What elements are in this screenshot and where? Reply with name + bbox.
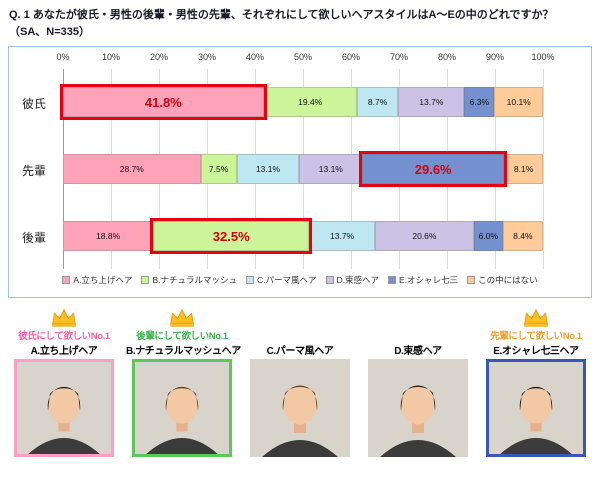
legend: A.立ち上げヘア B.ナチュラルマッシュ C.パーマ風ヘア D.束感ヘア E.オシャレ七… (9, 274, 591, 286)
crown-icon (126, 306, 238, 328)
bar-segment: 8.4% (502, 221, 543, 252)
x-tick: 30% (197, 52, 217, 63)
legend-swatch-icon (325, 276, 334, 285)
hairstyle-name: C.パーマ風ヘア (266, 346, 334, 358)
bar-segment: 13.1% (299, 154, 363, 185)
hairstyle-name: A.立ち上げヘア (30, 346, 98, 358)
legend-swatch-icon (388, 276, 397, 285)
stacked-bar-row: 28.7% 7.5% 13.1% 13.1% 29.6% 8.1% (63, 151, 543, 188)
hairstyle-photo (14, 359, 114, 458)
crown-slot-empty (244, 306, 356, 328)
bar-segment: 8.1% (504, 154, 543, 185)
legend-item: D.束感ヘア (325, 274, 380, 286)
legend-label: E.オシャレ七三 (399, 275, 459, 286)
category-label: 後輩 (21, 231, 46, 246)
legend-swatch-icon (141, 276, 150, 285)
hairstyle-card: 彼氏にして欲しいNo.1 A.立ち上げヘア (8, 306, 120, 458)
x-tick: 10% (101, 52, 121, 63)
x-tick: 0% (56, 52, 70, 63)
bar-segment: 19.4% (263, 87, 357, 118)
x-tick: 20% (149, 52, 169, 63)
legend-swatch-icon (246, 276, 254, 285)
bar-segment: 6.3% (464, 87, 495, 118)
bar-segment: 32.5% (150, 218, 313, 255)
legend-item: この中にはない (467, 274, 538, 286)
hairstyle-name: E.オシャレ七三ヘア (493, 346, 579, 358)
x-tick: 60% (341, 52, 361, 63)
gridline (543, 69, 544, 270)
hairstyle-photo (486, 359, 586, 458)
hairstyle-photo (132, 359, 232, 458)
legend-label: A.立ち上げヘア (73, 275, 133, 286)
bar-segment: 13.7% (398, 87, 465, 118)
stacked-bar-row: 18.8% 32.5% 13.7% 20.6% 6.0% 8.4% (63, 218, 543, 255)
x-tick: 40% (245, 52, 265, 63)
x-tick: 100% (531, 52, 555, 63)
legend-label: D.束感ヘア (336, 275, 380, 286)
bar-segment: 20.6% (374, 221, 474, 252)
crown-slot-empty (362, 306, 474, 328)
hairstyle-card: 後輩にして欲しいNo.1 B.ナチュラルマッシュヘア (126, 306, 241, 458)
question-line1: Q. 1 あなたが彼氏・男性の後輩・男性の先輩、それぞれにして欲しいヘアスタイル… (9, 9, 554, 21)
bar-segment: 10.1% (494, 87, 543, 118)
rank-label (362, 328, 474, 342)
bar-segment: 28.7% (63, 154, 201, 185)
hairstyle-photo (250, 359, 350, 458)
legend-swatch-icon (467, 276, 476, 285)
stacked-bar-row: 41.8% 19.4% 8.7% 13.7% 6.3% 10.1% (60, 84, 543, 121)
rank-label: 後輩にして欲しいNo.1 (136, 331, 228, 343)
legend-label: この中にはない (478, 275, 538, 286)
crown-icon (480, 306, 592, 328)
legend-label: C.パーマ風ヘア (257, 275, 317, 286)
hairstyle-card: D.束感ヘア (362, 306, 474, 458)
hairstyle-card: C.パーマ風ヘア (244, 306, 356, 458)
legend-swatch-icon (62, 276, 71, 285)
bar-segment: 18.8% (63, 221, 154, 252)
hairstyle-cards: 彼氏にして欲しいNo.1 A.立ち上げヘア 後輩にして欲しいNo.1 B.ナチュラルマ… (8, 306, 592, 458)
x-tick: 90% (485, 52, 505, 63)
question-line2: （SA、N=335） (9, 26, 91, 39)
category-label: 彼氏 (21, 97, 46, 112)
legend-item: C.パーマ風ヘア (246, 274, 317, 286)
crown-icon (8, 306, 120, 328)
bar-segment: 6.0% (473, 221, 503, 252)
rank-label: 先輩にして欲しいNo.1 (490, 331, 582, 343)
rank-label: 彼氏にして欲しいNo.1 (18, 331, 110, 343)
bar-segment: 7.5% (200, 154, 237, 185)
bar-segment: 13.1% (236, 154, 300, 185)
bar-segment: 29.6% (359, 151, 508, 188)
hairstyle-card: 先輩にして欲しいNo.1 E.オシャレ七三ヘア (480, 306, 592, 458)
bar-segment: 8.7% (356, 87, 399, 118)
x-tick: 50% (293, 52, 313, 63)
legend-item: A.立ち上げヘア (62, 274, 132, 286)
category-label: 先輩 (21, 164, 46, 179)
legend-label: B.ナチュラルマッシュ (152, 275, 237, 286)
hairstyle-name: B.ナチュラルマッシュヘア (126, 346, 241, 358)
bar-segment: 13.7% (309, 221, 375, 252)
hairstyle-name: D.束感ヘア (394, 346, 442, 358)
legend-item: E.オシャレ七三 (388, 274, 458, 286)
rank-label (244, 328, 356, 342)
question-title: Q. 1 あなたが彼氏・男性の後輩・男性の先輩、それぞれにして欲しいヘアスタイル… (0, 0, 600, 41)
stacked-bar-chart: 0% 10% 20% 30% 40% 50% 60% 70% 80% 90% 100% 彼氏 41.8… (8, 46, 592, 299)
x-tick: 80% (437, 52, 457, 63)
legend-item: B.ナチュラルマッシュ (141, 274, 237, 286)
hairstyle-photo (368, 359, 468, 458)
bar-segment: 41.8% (60, 84, 267, 121)
x-tick: 70% (389, 52, 409, 63)
